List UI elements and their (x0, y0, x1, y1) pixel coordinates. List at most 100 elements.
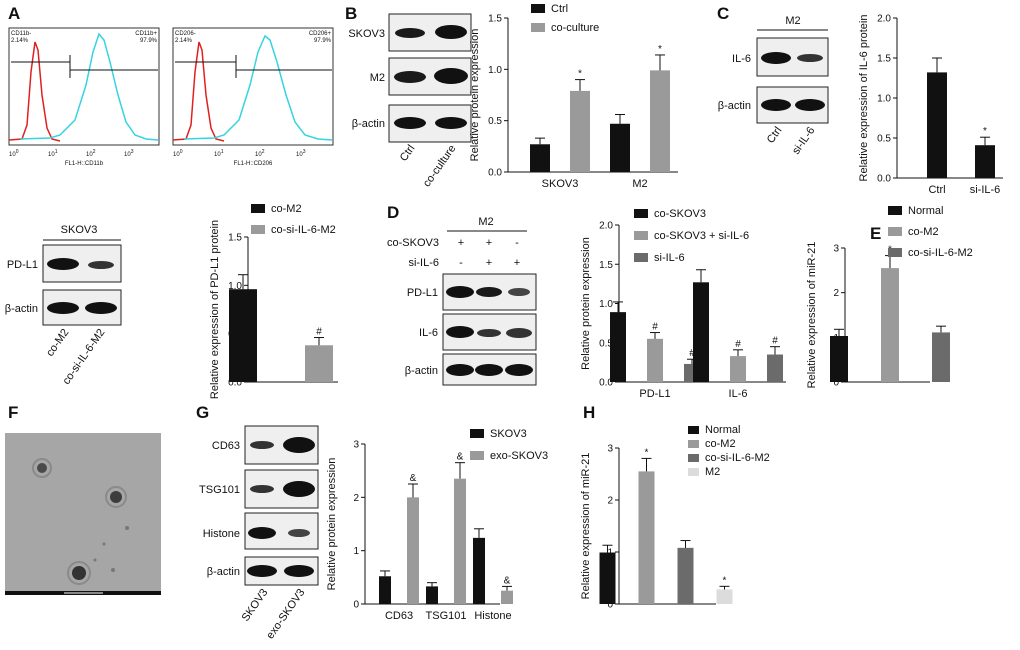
bar-chart-b: 0.0 0.5 1.0 1.5 Relative protein expression *… (469, 3, 678, 190)
significance-mark: # (689, 348, 695, 359)
y-axis-label: Relative expression of miR-21 (580, 453, 592, 600)
significance-mark: # (735, 339, 741, 350)
blot-band (247, 565, 277, 577)
bar (610, 123, 630, 172)
legend-label: si-IL-6 (654, 252, 685, 264)
bar (530, 144, 550, 172)
significance-mark: # (652, 322, 658, 333)
y-tick-label: 0.0 (877, 174, 891, 185)
flow-histogram-cd206: CD206- 2.14% CD206+ 97.9% 100 101 102 10… (172, 27, 334, 167)
legend-label: co-si-IL-6-M2 (705, 452, 770, 464)
flow-tick: 103 (296, 149, 306, 158)
legend-swatch (888, 248, 902, 257)
panel-label-e: E (870, 224, 881, 243)
flow-tick: 102 (86, 149, 96, 158)
blot-band (284, 565, 314, 577)
y-tick-label: 0 (353, 600, 359, 611)
blot-band (476, 287, 502, 297)
legend-label: co-si-IL-6-M2 (271, 224, 336, 236)
bar (501, 590, 513, 604)
condition-sign: + (458, 237, 464, 249)
blot-g: CD63 TSG101 Histone β-actin SKOV3 exo-SK… (199, 425, 319, 641)
blot-band (795, 99, 825, 111)
significance-mark: # (316, 327, 322, 338)
vesicle-halo (67, 561, 91, 585)
bar (426, 586, 438, 604)
legend-label: co-SKOV3 (654, 208, 706, 220)
bar (975, 145, 995, 178)
bar-chart-c: 0.0 0.5 1.0 1.5 2.0 Relative expression of IL… (858, 14, 1003, 196)
flow-tick: 101 (48, 149, 58, 158)
significance-mark: & (504, 575, 511, 586)
legend-label: Normal (705, 424, 740, 436)
blot-lane-label: Ctrl (398, 143, 418, 164)
panel-label-g: G (196, 403, 209, 422)
x-tick-label: TSG101 (426, 610, 467, 622)
flow-unused (9, 30, 159, 141)
legend-label: co-SKOV3 + si-IL-6 (654, 230, 749, 242)
flow-curve-positive (183, 34, 333, 141)
flow-tick: 100 (173, 149, 183, 158)
bar (716, 589, 733, 604)
significance-mark: * (658, 44, 662, 55)
flow-xlabel: FL1-H::CD11b (65, 161, 104, 167)
legend-swatch (688, 426, 699, 434)
blot-row-label: PD-L1 (407, 287, 438, 299)
bar (830, 335, 848, 382)
panel-label-f: F (8, 403, 18, 422)
bar (305, 345, 333, 382)
condition-sign: - (515, 237, 519, 249)
bar (599, 552, 616, 604)
blot-row-label: PD-L1 (7, 259, 38, 271)
blot-band (508, 288, 530, 296)
panel-label-c: C (717, 4, 729, 23)
gate-label-negative: CD11b- (11, 31, 31, 37)
blot-header: M2 (478, 216, 493, 228)
y-tick-label: 2.0 (877, 14, 891, 25)
vesicle-halo (105, 486, 127, 508)
blot-band (505, 364, 533, 376)
x-tick-label: PD-L1 (639, 388, 670, 400)
y-axis-label: Relative protein expression (580, 237, 592, 370)
blot-lane-label: co-M2 (44, 327, 71, 359)
legend-swatch (531, 23, 545, 32)
gate-label-positive: CD11b+ (135, 31, 157, 37)
y-tick-label: 3 (833, 244, 839, 255)
y-axis-label: Relative expression of PD-L1 protein (209, 220, 221, 399)
gate-pct-positive: 97.9% (140, 38, 158, 44)
blot-band (446, 364, 474, 376)
flow-xlabel: FL1-H::CD206 (234, 161, 273, 167)
blot-band (435, 117, 467, 129)
bar (932, 332, 950, 382)
particle (102, 542, 106, 546)
bar (229, 289, 257, 382)
legend-swatch (888, 227, 902, 236)
legend-label: exo-SKOV3 (490, 450, 548, 462)
legend-label: Normal (908, 205, 943, 217)
bar (570, 90, 590, 172)
legend-label: SKOV3 (490, 428, 527, 440)
y-axis-label: Relative expression of miR-21 (806, 242, 818, 389)
blot-row-label: M2 (370, 72, 385, 84)
legend-label: Ctrl (551, 3, 568, 15)
blot-band (47, 302, 79, 314)
flow-tick: 102 (255, 149, 265, 158)
legend-label: co-M2 (705, 438, 736, 450)
bar (677, 547, 694, 604)
bar (610, 312, 626, 382)
significance-mark: * (578, 69, 582, 80)
gate-label-negative: CD206- (175, 31, 196, 37)
blot-band (797, 54, 823, 62)
panel-label-d: D (387, 203, 399, 222)
scale-label: 200 nm (106, 591, 120, 596)
legend-label: co-M2 (908, 226, 939, 238)
blot-band (394, 117, 426, 129)
blot-band (47, 258, 79, 270)
bar (650, 70, 670, 172)
blot-lane-label: si-IL-6 (790, 125, 817, 157)
bar-chart-d: 0.0 0.5 1.0 1.5 2.0 Relative protein expressi… (580, 208, 786, 400)
blot-band (434, 68, 468, 84)
legend-swatch (688, 440, 699, 448)
